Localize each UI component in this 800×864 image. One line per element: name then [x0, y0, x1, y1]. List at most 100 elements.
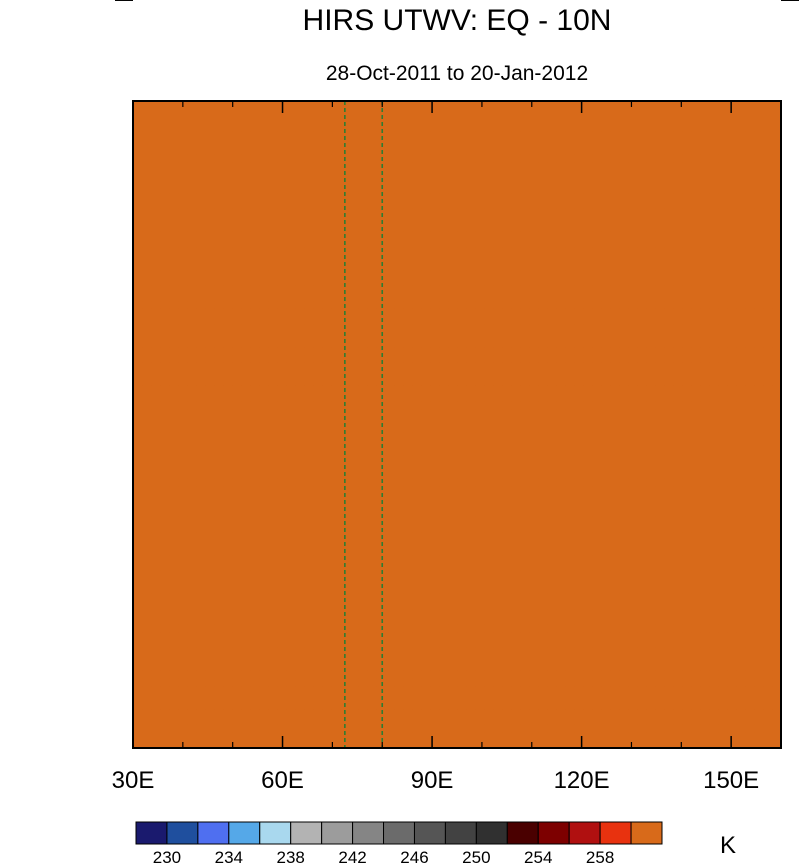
heatmap-cell [475, 417, 485, 425]
heatmap-cell [412, 101, 422, 109]
heatmap-cell [313, 602, 323, 610]
heatmap-cell [637, 602, 647, 610]
heatmap-cell [376, 548, 386, 556]
heatmap-cell [439, 124, 449, 132]
heatmap-cell [439, 455, 449, 463]
heatmap-cell [556, 478, 566, 486]
heatmap-cell [682, 347, 692, 355]
heatmap-cell [367, 201, 377, 209]
heatmap-cell [412, 301, 422, 309]
heatmap-cell [646, 486, 656, 494]
heatmap-cell [277, 178, 287, 186]
heatmap-cell [619, 332, 629, 340]
heatmap-cell [304, 432, 314, 440]
heatmap-cell [403, 224, 413, 232]
heatmap-cell [160, 217, 170, 225]
heatmap-cell [502, 340, 512, 348]
heatmap-cell [376, 455, 386, 463]
heatmap-cell [583, 132, 593, 140]
heatmap-cell [592, 463, 602, 471]
heatmap-cell [709, 594, 719, 602]
heatmap-cell [403, 209, 413, 217]
heatmap-cell [466, 532, 476, 540]
heatmap-cell [475, 224, 485, 232]
heatmap-cell [160, 509, 170, 517]
heatmap-cell [691, 363, 701, 371]
heatmap-cell [529, 486, 539, 494]
heatmap-cell [565, 163, 575, 171]
heatmap-cell [214, 140, 224, 148]
heatmap-cell [592, 209, 602, 217]
heatmap-cell [763, 525, 773, 533]
heatmap-cell [322, 263, 332, 271]
heatmap-cell [241, 201, 251, 209]
heatmap-cell [709, 332, 719, 340]
heatmap-cell [718, 609, 728, 617]
heatmap-cell [673, 286, 683, 294]
heatmap-cell [529, 332, 539, 340]
heatmap-cell [709, 386, 719, 394]
heatmap-cell [250, 240, 260, 248]
heatmap-cell [763, 579, 773, 587]
heatmap-cell [133, 217, 143, 225]
heatmap-cell [610, 448, 620, 456]
heatmap-cell [511, 155, 521, 163]
heatmap-cell [664, 455, 674, 463]
heatmap-cell [691, 201, 701, 209]
heatmap-cell [268, 509, 278, 517]
heatmap-cell [700, 509, 710, 517]
heatmap-cell [403, 124, 413, 132]
heatmap-cell [322, 140, 332, 148]
heatmap-cell [394, 147, 404, 155]
heatmap-cell [538, 301, 548, 309]
heatmap-cell [619, 193, 629, 201]
heatmap-cell [412, 140, 422, 148]
heatmap-cell [556, 317, 566, 325]
heatmap-cell [655, 409, 665, 417]
heatmap-cell [160, 563, 170, 571]
heatmap-cell [574, 363, 584, 371]
heatmap-cell [412, 124, 422, 132]
heatmap-cell [412, 532, 422, 540]
heatmap-cell [259, 363, 269, 371]
heatmap-cell [367, 101, 377, 109]
heatmap-cell [142, 455, 152, 463]
heatmap-cell [349, 571, 359, 579]
heatmap-cell [736, 340, 746, 348]
heatmap-cell [430, 478, 440, 486]
heatmap-cell [727, 378, 737, 386]
heatmap-cell [142, 425, 152, 433]
heatmap-cell [385, 371, 395, 379]
heatmap-cell [169, 347, 179, 355]
heatmap-cell [763, 247, 773, 255]
heatmap-cell [178, 502, 188, 510]
heatmap-cell [376, 571, 386, 579]
heatmap-cell [331, 247, 341, 255]
heatmap-cell [592, 232, 602, 240]
heatmap-cell [142, 124, 152, 132]
heatmap-cell [520, 317, 530, 325]
heatmap-cell [664, 409, 674, 417]
heatmap-cell [304, 294, 314, 302]
heatmap-cell [439, 417, 449, 425]
heatmap-cell [736, 540, 746, 548]
heatmap-cell [610, 417, 620, 425]
heatmap-cell [403, 532, 413, 540]
heatmap-cell [727, 132, 737, 140]
heatmap-cell [142, 609, 152, 617]
heatmap-cell [556, 109, 566, 117]
heatmap-cell [592, 263, 602, 271]
heatmap-cell [502, 186, 512, 194]
heatmap-cell [466, 217, 476, 225]
heatmap-cell [763, 502, 773, 510]
heatmap-cell [268, 594, 278, 602]
heatmap-cell [601, 294, 611, 302]
heatmap-cell [367, 286, 377, 294]
heatmap-cell [385, 270, 395, 278]
heatmap-cell [466, 324, 476, 332]
heatmap-cell [628, 463, 638, 471]
heatmap-cell [223, 563, 233, 571]
heatmap-cell [610, 548, 620, 556]
heatmap-cell [538, 586, 548, 594]
heatmap-cell [484, 101, 494, 109]
